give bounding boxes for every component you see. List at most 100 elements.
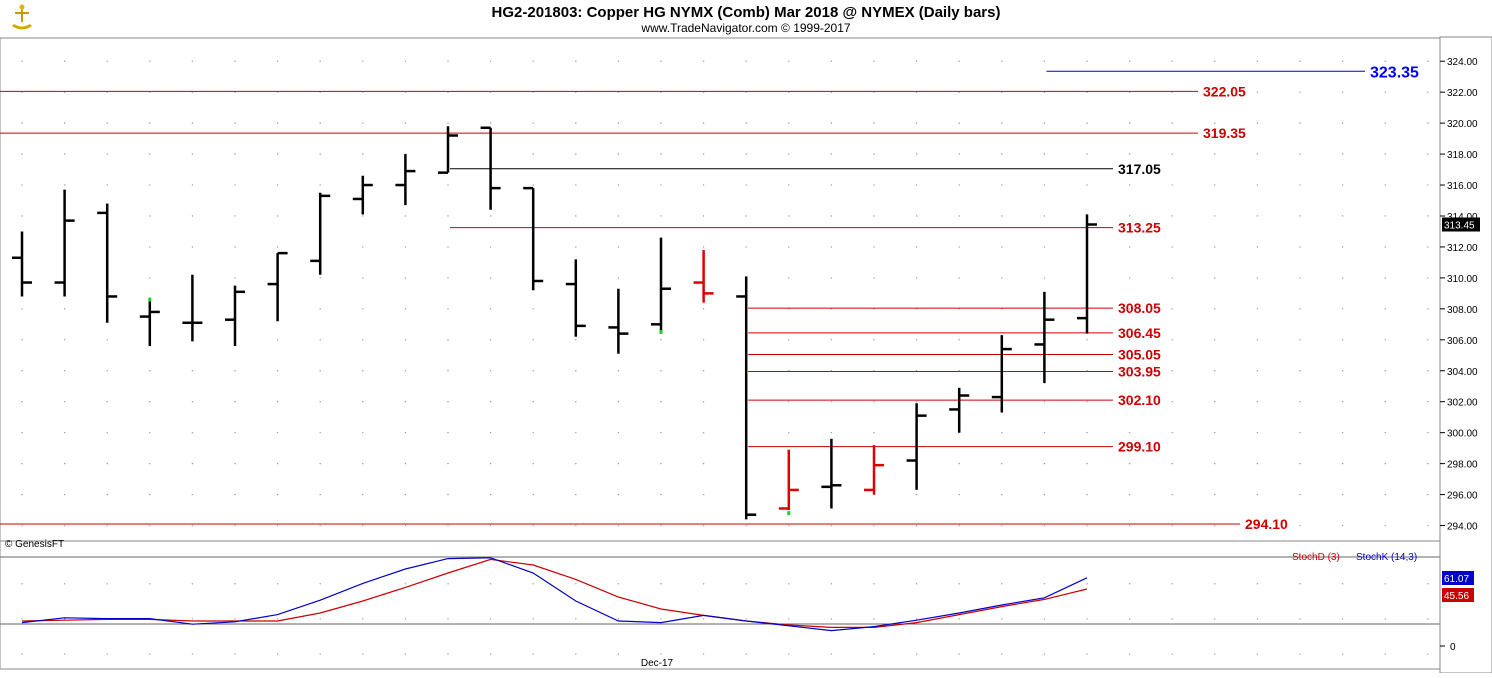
grid-dot: [276, 618, 279, 620]
grid-dot: [234, 153, 236, 155]
grid-dot: [106, 462, 108, 465]
grid-dot: [276, 215, 279, 217]
grid-dot: [319, 524, 321, 527]
grid-dot: [575, 493, 577, 496]
grid-dot: [1086, 618, 1088, 620]
level-label: 306.45: [1118, 325, 1161, 341]
signal-marker: [148, 297, 152, 302]
price-bar[interactable]: [736, 276, 757, 520]
grid-dot: [106, 583, 108, 585]
grid-dot: [362, 215, 364, 217]
grid-dot: [702, 653, 705, 655]
price-bar[interactable]: [608, 288, 629, 354]
grid-dot: [1043, 431, 1046, 434]
grid-dot: [1256, 277, 1259, 279]
grid-dot: [873, 653, 875, 655]
grid-dot: [362, 153, 364, 155]
level-label: 299.10: [1118, 439, 1161, 455]
price-bar[interactable]: [267, 251, 288, 322]
grid-dot: [63, 653, 66, 655]
grid-dot: [915, 60, 918, 62]
grid-dot: [617, 524, 620, 527]
grid-dot: [1341, 401, 1344, 403]
price-bar[interactable]: [310, 192, 331, 275]
price-bar[interactable]: [565, 259, 586, 337]
grid-dot: [63, 431, 66, 434]
grid-dot: [21, 153, 23, 155]
grid-dot: [1256, 60, 1259, 62]
grid-dot: [489, 215, 492, 217]
grid-dot: [404, 215, 407, 217]
grid-dot: [575, 370, 577, 372]
grid-dot: [788, 653, 790, 655]
price-bar[interactable]: [139, 299, 160, 346]
grid-dot: [404, 401, 407, 403]
grid-dot: [276, 493, 279, 496]
price-bar[interactable]: [225, 285, 245, 346]
grid-dot: [873, 122, 875, 124]
grid-dot: [319, 431, 321, 434]
grid-dot: [617, 184, 620, 186]
grid-dot: [1214, 524, 1216, 527]
price-bar[interactable]: [182, 274, 203, 342]
grid-dot: [873, 401, 875, 403]
price-bar[interactable]: [1034, 291, 1055, 384]
price-bar[interactable]: [395, 154, 416, 206]
price-bar[interactable]: [54, 189, 75, 297]
grid-dot: [21, 583, 23, 585]
grid-dot: [319, 462, 321, 465]
price-bar[interactable]: [906, 403, 927, 490]
grid-dot: [1086, 431, 1088, 434]
price-bar[interactable]: [864, 445, 884, 495]
grid-dot: [149, 184, 151, 186]
grid-dot: [1214, 493, 1216, 496]
grid-dot: [1086, 401, 1088, 403]
grid-dot: [660, 493, 662, 496]
grid-dot: [1214, 431, 1216, 434]
price-bar[interactable]: [97, 203, 118, 323]
grid-dot: [362, 401, 364, 403]
grid-dot: [1427, 583, 1429, 585]
grid-dot: [1128, 618, 1131, 620]
y-tick-label: 300.00: [1447, 429, 1478, 440]
grid-dot: [191, 401, 194, 403]
grid-dot: [702, 431, 705, 434]
price-bar[interactable]: [1077, 214, 1097, 334]
grid-dot: [276, 153, 279, 155]
grid-dot: [1043, 653, 1046, 655]
grid-dot: [21, 493, 23, 496]
grid-dot: [702, 339, 705, 341]
grid-dot: [63, 308, 66, 310]
grid-dot: [447, 60, 449, 62]
price-bar[interactable]: [523, 186, 544, 291]
grid-dot: [830, 339, 833, 341]
grid-dot: [234, 653, 236, 655]
price-bar[interactable]: [651, 237, 671, 333]
price-bar[interactable]: [480, 126, 501, 210]
grid-dot: [532, 153, 534, 155]
price-bar[interactable]: [991, 335, 1012, 413]
grid-dot: [1171, 308, 1173, 310]
price-bar[interactable]: [949, 387, 970, 433]
grid-dot: [1128, 277, 1131, 279]
grid-dot: [788, 277, 790, 279]
grid-dot: [1214, 91, 1216, 93]
grid-dot: [1299, 91, 1301, 93]
grid-dot: [660, 618, 662, 620]
price-bar[interactable]: [693, 250, 714, 303]
price-bar[interactable]: [352, 175, 373, 215]
grid-dot: [1086, 493, 1088, 496]
price-bar[interactable]: [778, 449, 799, 511]
grid-dot: [191, 370, 194, 372]
grid-dot: [1427, 462, 1429, 465]
price-bar[interactable]: [12, 231, 32, 297]
grid-dot: [915, 618, 918, 620]
price-bar[interactable]: [438, 126, 458, 174]
grid-dot: [489, 370, 492, 372]
grid-dot: [276, 246, 279, 248]
grid-dot: [1086, 524, 1088, 527]
grid-dot: [1341, 524, 1344, 527]
price-bar[interactable]: [821, 438, 842, 509]
grid-dot: [1384, 618, 1386, 620]
